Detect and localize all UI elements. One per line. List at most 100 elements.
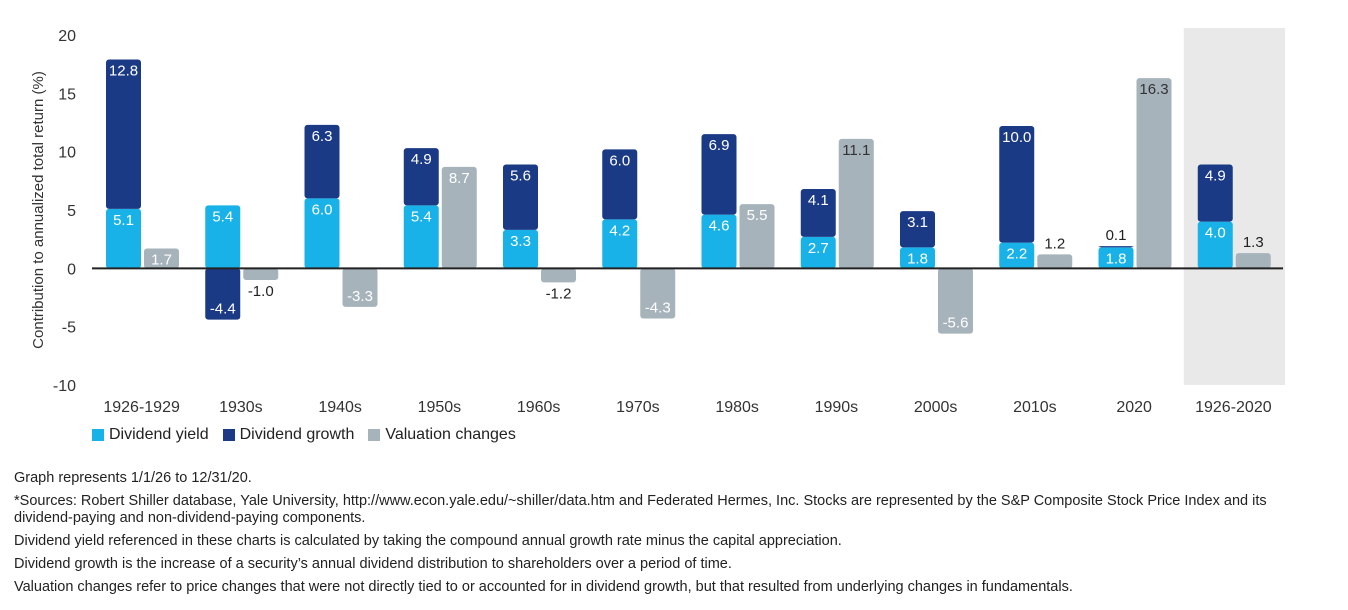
- data-label-dividend-growth-1970s: 6.0: [609, 152, 630, 169]
- data-label-dividend-growth-1926-1929: 12.8: [109, 63, 138, 80]
- legend-swatch-dividend-yield: [92, 429, 104, 441]
- bar-dividend-growth-1926-1929: [106, 59, 141, 209]
- data-label-dividend-growth-1930s: -4.4: [210, 301, 236, 318]
- data-label-dividend-yield-1970s: 4.2: [609, 222, 630, 239]
- data-label-dividend-yield-1926-1929: 5.1: [113, 212, 134, 229]
- data-label-dividend-yield-2000s: 1.8: [907, 250, 928, 267]
- data-label-dividend-yield-1960s: 3.3: [510, 233, 531, 250]
- data-label-valuation-1940s: -3.3: [347, 288, 373, 305]
- data-label-dividend-growth-1990s: 4.1: [808, 192, 829, 209]
- x-tick-label-2000s: 2000s: [914, 399, 958, 416]
- x-tick-label-1980s: 1980s: [715, 399, 759, 416]
- data-label-valuation-2010s: 1.2: [1044, 235, 1065, 252]
- bar-dividend-growth-2020: [1098, 246, 1134, 248]
- data-label-valuation-1950s: 8.7: [449, 170, 470, 187]
- bar-valuation-1950s: [441, 166, 477, 269]
- data-label-dividend-growth-1980s: 6.9: [709, 137, 730, 154]
- y-tick-label: 15: [58, 86, 76, 103]
- bar-dividend-growth-2010s: [999, 126, 1035, 243]
- data-label-valuation-1926-1929: 1.7: [151, 252, 172, 269]
- bar-valuation-1990s: [838, 138, 874, 269]
- x-axis: 1926-1929 1930s 1940s 1950s 1960s 1970s 1980s 1…: [103, 399, 1271, 416]
- bar-valuation-1960s: [541, 268, 576, 283]
- bar-dividend-growth-1970s: [602, 149, 638, 220]
- data-label-valuation-1970s: -4.3: [645, 300, 671, 317]
- data-label-dividend-yield-1950s: 5.4: [411, 208, 432, 225]
- bar-dividend-yield-1926-1929: [106, 208, 141, 269]
- data-label-dividend-yield-2010s: 2.2: [1006, 246, 1027, 263]
- legend-swatch-valuation-changes: [368, 429, 381, 441]
- bar-dividend-growth-1960s: [503, 164, 538, 230]
- data-label-dividend-yield-2020: 1.8: [1106, 250, 1127, 267]
- footnotes: Graph represents 1/1/26 to 12/31/20. *So…: [14, 470, 1324, 602]
- data-label-dividend-growth-1926-2020: 4.9: [1205, 168, 1226, 185]
- stacked-bar-chart: 20 15 10 5 0 -5 -10 Contribution to annualized…: [30, 28, 1285, 416]
- x-tick-label-1960s: 1960s: [517, 399, 561, 416]
- bar-dividend-yield-1926-2020: [1197, 221, 1233, 269]
- legend: Dividend yield Dividend growth Valuation…: [92, 426, 516, 444]
- bar-dividend-yield-1970s: [602, 219, 638, 269]
- data-label-dividend-growth-2020: 0.1: [1106, 227, 1127, 244]
- footnote-sources: *Sources: Robert Shiller database, Yale …: [14, 493, 1267, 526]
- x-tick-label-1940s: 1940s: [318, 399, 362, 416]
- bar-valuation-2010s: [1037, 254, 1073, 269]
- bar-labels: 5.1 12.8 1.7 5.4 -4.4 -1.0 6.0 6.3 -3.3 5.4 4.9 8.7…: [109, 63, 1264, 332]
- data-label-valuation-2020: 16.3: [1139, 81, 1168, 98]
- data-label-dividend-yield-1926-2020: 4.0: [1205, 225, 1226, 242]
- data-label-dividend-growth-1950s: 4.9: [411, 151, 432, 168]
- bar-dividend-yield-2010s: [999, 242, 1035, 269]
- bar-valuation-1970s: [640, 268, 676, 319]
- y-tick-label: 5: [67, 203, 76, 220]
- footnote-dividend-yield: Dividend yield referenced in these chart…: [14, 533, 842, 549]
- data-label-valuation-1930s: -1.0: [248, 283, 274, 300]
- footnote-valuation-changes: Valuation changes refer to price changes…: [14, 579, 1073, 595]
- legend-label-valuation-changes: Valuation changes: [385, 426, 516, 443]
- x-tick-label-1970s: 1970s: [616, 399, 660, 416]
- data-label-dividend-yield-1990s: 2.7: [808, 240, 829, 257]
- bar-valuation-2020: [1136, 78, 1172, 269]
- bars: [106, 59, 1271, 334]
- x-tick-label-2020: 2020: [1116, 399, 1152, 416]
- legend-item-dividend-yield: Dividend yield: [92, 426, 209, 444]
- legend-item-dividend-growth: Dividend growth: [222, 426, 355, 444]
- bar-valuation-1930s: [243, 268, 279, 280]
- bar-valuation-1980s: [739, 204, 775, 269]
- y-tick-label: -10: [53, 378, 76, 395]
- bar-valuation-1926-1929: [144, 248, 179, 269]
- x-tick-label-1990s: 1990s: [815, 399, 859, 416]
- legend-item-valuation-changes: Valuation changes: [368, 426, 516, 444]
- bar-valuation-1940s: [342, 268, 378, 307]
- data-label-dividend-growth-1940s: 6.3: [312, 128, 333, 145]
- bar-valuation-2000s: [938, 268, 973, 334]
- bar-dividend-growth-1990s: [800, 189, 836, 237]
- footnote-dividend-growth: Dividend growth is the increase of a sec…: [14, 556, 732, 572]
- x-tick-label-1930s: 1930s: [219, 399, 263, 416]
- data-label-valuation-1980s: 5.5: [747, 207, 768, 224]
- bar-dividend-yield-1960s: [503, 229, 538, 269]
- data-label-valuation-1990s: 11.1: [842, 142, 870, 159]
- bar-dividend-growth-2000s: [900, 211, 935, 248]
- bar-valuation-1926-2020: [1235, 253, 1271, 269]
- bar-dividend-yield-1980s: [701, 214, 737, 269]
- bar-dividend-yield-2000s: [900, 247, 935, 269]
- x-tick-label-1926-2020: 1926-2020: [1195, 399, 1272, 416]
- data-label-valuation-1960s: -1.2: [546, 285, 572, 302]
- bar-dividend-growth-1940s: [304, 124, 340, 199]
- y-tick-label: 10: [58, 145, 76, 162]
- x-tick-label-1926-1929: 1926-1929: [103, 399, 180, 416]
- bar-dividend-yield-1990s: [800, 236, 836, 269]
- bar-dividend-growth-1930s: [205, 268, 241, 320]
- data-label-dividend-yield-1930s: 5.4: [212, 208, 233, 225]
- legend-label-dividend-growth: Dividend growth: [239, 426, 355, 443]
- data-label-dividend-yield-1980s: 4.6: [709, 218, 730, 235]
- legend-swatch-dividend-growth: [222, 429, 235, 441]
- bar-dividend-growth-1950s: [403, 148, 439, 206]
- data-label-dividend-growth-2010s: 10.0: [1002, 129, 1031, 146]
- y-axis-label: Contribution to annualized total return …: [30, 71, 47, 349]
- bar-dividend-yield-1940s: [304, 198, 340, 269]
- bar-dividend-yield-1950s: [403, 205, 439, 269]
- y-axis: 20 15 10 5 0 -5 -10: [53, 28, 76, 395]
- bar-dividend-yield-2020: [1098, 247, 1134, 269]
- y-tick-label: 0: [67, 261, 76, 278]
- bar-dividend-growth-1926-2020: [1197, 164, 1233, 222]
